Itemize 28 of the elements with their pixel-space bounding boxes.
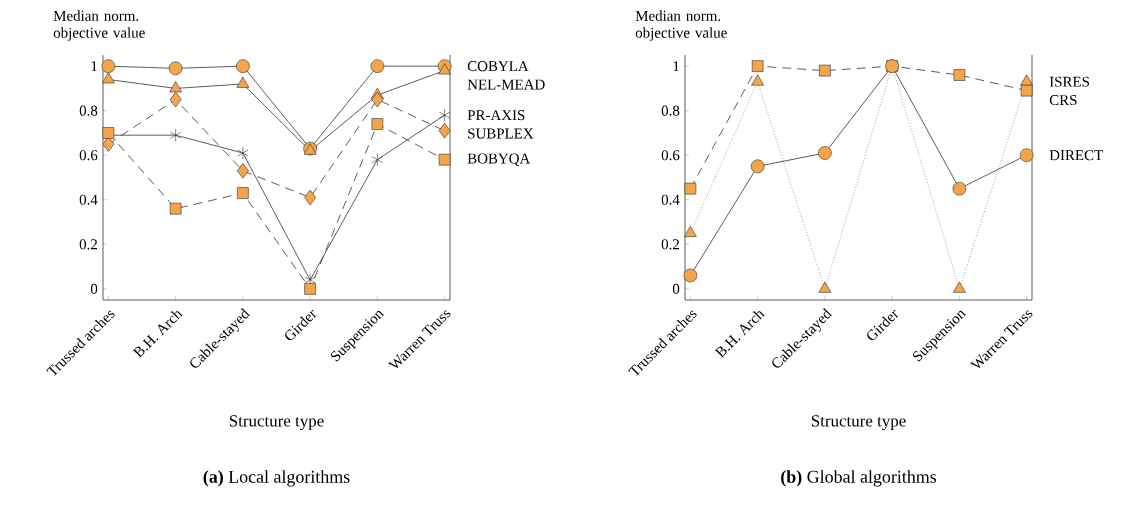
y-tick-label: 0.4: [661, 194, 680, 205]
x-axis-title: Structure type: [811, 415, 906, 431]
y-tick-label: 0.8: [79, 105, 98, 116]
y-tick-label: 0.8: [661, 105, 680, 116]
x-tick-label: B.H. Arch: [132, 310, 183, 359]
y-tick-label: 0.6: [661, 150, 680, 161]
y-tick-label: 1: [673, 61, 679, 72]
series-label: ISRES: [1049, 76, 1089, 87]
series-label: PR-AXIS: [467, 110, 525, 121]
series-label: CRS: [1049, 95, 1077, 106]
series-label: NEL-MEAD: [467, 79, 545, 90]
y-tick-label: 0: [672, 283, 680, 294]
y-tick-label: 0.2: [661, 239, 679, 250]
y-tick-label: 1: [91, 61, 97, 72]
y-axis-title: Median norm. objective value: [53, 10, 145, 41]
x-axis-title: Structure type: [229, 415, 324, 431]
series-label: BOBYQA: [467, 153, 531, 166]
series-label: DIRECT: [1049, 150, 1103, 161]
y-tick-label: 0.2: [79, 239, 97, 250]
series-label: SUBPLEX: [468, 128, 534, 139]
y-axis-title: Median norm. objective value: [635, 10, 727, 41]
series-label: COBYLA: [467, 61, 529, 72]
y-tick-label: 0.6: [79, 150, 98, 161]
text: (a) Local algorithms: [203, 470, 350, 487]
text: (b) Global algorithms: [781, 470, 937, 487]
y-tick-label: 0: [90, 283, 98, 294]
x-tick-label: B.H. Arch: [714, 310, 765, 359]
y-tick-label: 0.4: [79, 194, 98, 205]
